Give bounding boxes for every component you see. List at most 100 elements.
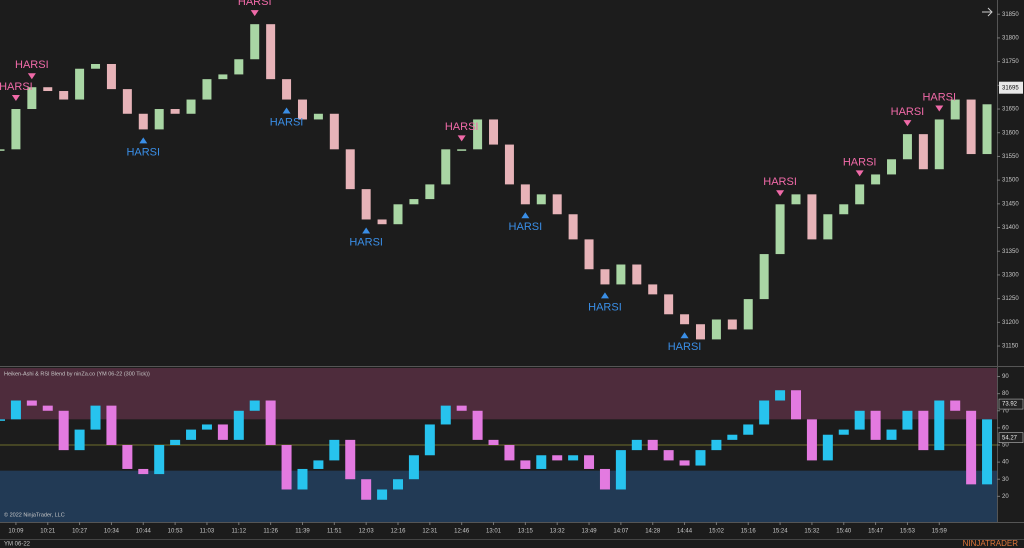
candle [201,424,212,430]
candle [43,87,53,92]
candle [918,410,929,451]
candle [743,299,753,330]
x-tick-label: 14:44 [677,529,693,535]
signal-marker [282,107,291,114]
x-tick-label: 12:46 [454,529,470,535]
candle [934,400,945,451]
signal-label: HARSI [588,301,622,313]
signal-marker [776,190,785,197]
x-tick-label: 15:16 [741,529,757,535]
candle [424,424,435,456]
candle [695,450,706,466]
x-tick-label: 11:12 [232,529,247,535]
candle [584,455,595,469]
x-tick-label: 12:03 [359,529,375,535]
y-tick-label: 31650 [1002,107,1019,113]
candle [759,254,769,300]
candle [600,269,610,285]
candle [759,400,770,425]
candle [775,204,785,255]
y-tick-label: 31250 [1002,296,1019,302]
candle [806,419,817,461]
candle [91,63,101,69]
candle [615,450,626,490]
candle [281,445,292,490]
candle [377,489,388,500]
candle [138,113,148,130]
x-tick-label: 12:31 [422,529,438,535]
candle [170,109,180,114]
y-tick-label: 31550 [1002,154,1019,160]
candle [408,455,419,480]
oversold-zone [0,470,997,522]
candle [440,405,451,425]
signal-label: HARSI [126,146,160,158]
candle [345,149,355,190]
candle [822,434,833,461]
candle [11,109,21,150]
candle [775,390,786,401]
indicator-title: Heiken-Ashi & RSI Blend by ninZa.co (YM … [4,371,150,377]
candle [966,99,976,155]
x-tick-label: 13:15 [518,529,534,535]
candle [265,400,276,445]
candle [138,468,149,475]
y-tick-label: 31150 [1002,344,1019,350]
y-tick-label: 20 [1002,494,1009,500]
signal-label: HARSI [509,221,543,233]
candle [425,184,435,200]
candle [711,319,721,340]
candle [234,59,244,75]
value-tag [998,398,1024,410]
candle [345,439,356,480]
value-tag-label: 54.27 [1002,435,1018,441]
x-tick-label: 10:27 [72,529,88,535]
candle [297,99,307,120]
candle [202,79,212,100]
x-tick-label: 11:51 [327,529,342,535]
x-tick-label: 10:34 [104,529,120,535]
arrow-icon[interactable] [982,7,993,17]
candle [886,429,897,440]
candle [42,405,53,411]
candle [664,294,674,315]
candle [0,419,5,421]
candle [59,91,69,100]
candle [250,24,260,60]
x-tick-label: 10:09 [8,529,24,535]
candle [233,410,244,440]
signal-label: HARSI [0,81,33,93]
last-price-tag [999,81,1023,94]
candle [75,68,85,100]
candle [122,89,132,114]
x-tick-label: 15:02 [709,529,725,535]
y-tick-label: 60 [1002,425,1009,431]
y-tick-label: 31450 [1002,201,1019,207]
candle [631,439,642,451]
last-price-label: 31695 [1002,85,1019,91]
signal-label: HARSI [843,156,877,168]
candle [122,445,133,469]
candle [489,119,499,145]
candle [74,429,85,451]
candle [552,455,563,461]
signal-marker [250,10,259,17]
x-tick-label: 13:01 [486,529,502,535]
candle [249,400,260,411]
signal-marker [855,170,864,177]
x-tick-label: 11:03 [200,529,215,535]
candle [871,174,881,185]
candle [170,439,181,445]
candle [90,405,101,430]
x-tick-label: 10:21 [40,529,56,535]
candle [711,439,722,451]
signal-marker [600,292,609,299]
candle [982,104,992,155]
signal-label: HARSI [349,236,383,248]
signal-marker [11,95,20,102]
signal-marker [680,332,689,339]
candle [361,479,372,500]
x-tick-label: 15:32 [804,529,820,535]
candle [727,434,738,440]
candle [186,429,197,440]
